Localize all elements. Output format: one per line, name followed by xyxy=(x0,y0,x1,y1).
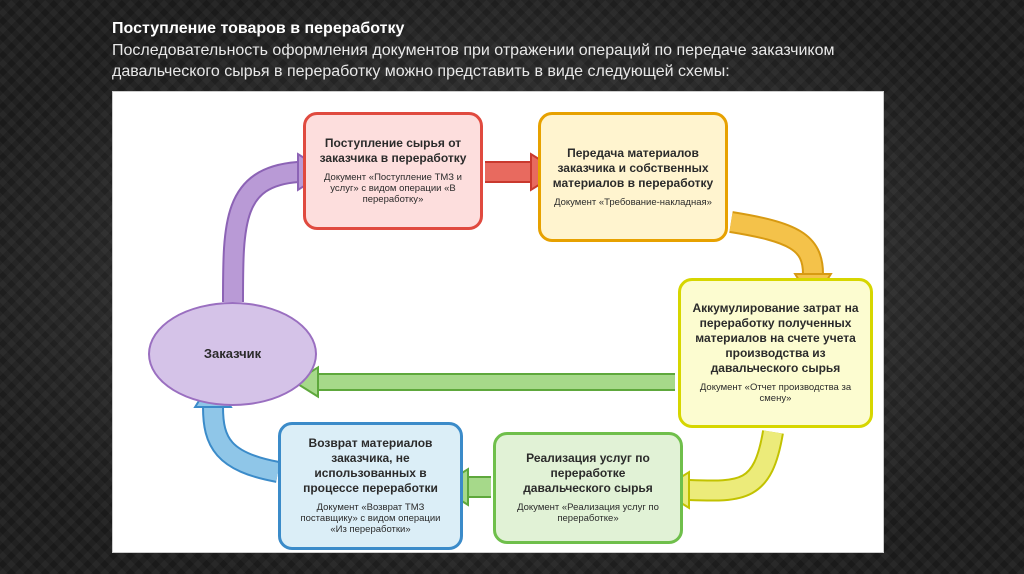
node-title: Возврат материалов заказчика, не использ… xyxy=(291,436,450,496)
slide: Поступление товаров в переработку Послед… xyxy=(0,0,1024,574)
node-sub: Документ «Поступление ТМЗ и услуг» с вид… xyxy=(316,172,470,206)
node-vozvrat: Возврат материалов заказчика, не использ… xyxy=(278,422,463,550)
node-title: Поступление сырья от заказчика в перераб… xyxy=(316,136,470,166)
heading-subtitle: Последовательность оформления документов… xyxy=(112,42,835,81)
node-realizacia: Реализация услуг по переработке давальче… xyxy=(493,432,683,544)
node-sub: Документ «Отчет производства за смену» xyxy=(691,382,860,405)
node-sub: Документ «Возврат ТМЗ поставщику» с видо… xyxy=(291,502,450,536)
heading-title: Поступление товаров в переработку xyxy=(112,20,404,37)
node-postuplenie: Поступление сырья от заказчика в перераб… xyxy=(303,112,483,230)
arrow-a7 xyxy=(295,367,675,396)
node-title: Передача материалов заказчика и собствен… xyxy=(551,146,715,191)
node-akkum: Аккумулирование затрат на переработку по… xyxy=(678,278,873,428)
node-sub: Документ «Требование-накладная» xyxy=(551,197,715,208)
node-sub: Документ «Реализация услуг по переработк… xyxy=(506,502,670,525)
node-title: Реализация услуг по переработке давальче… xyxy=(506,451,670,496)
diagram: Заказчик Поступление сырья от заказчика в… xyxy=(112,91,884,553)
node-title: Аккумулирование затрат на переработку по… xyxy=(691,301,860,376)
node-zakazchik: Заказчик xyxy=(148,302,317,406)
node-peredacha: Передача материалов заказчика и собствен… xyxy=(538,112,728,242)
heading: Поступление товаров в переработку Послед… xyxy=(112,18,932,83)
